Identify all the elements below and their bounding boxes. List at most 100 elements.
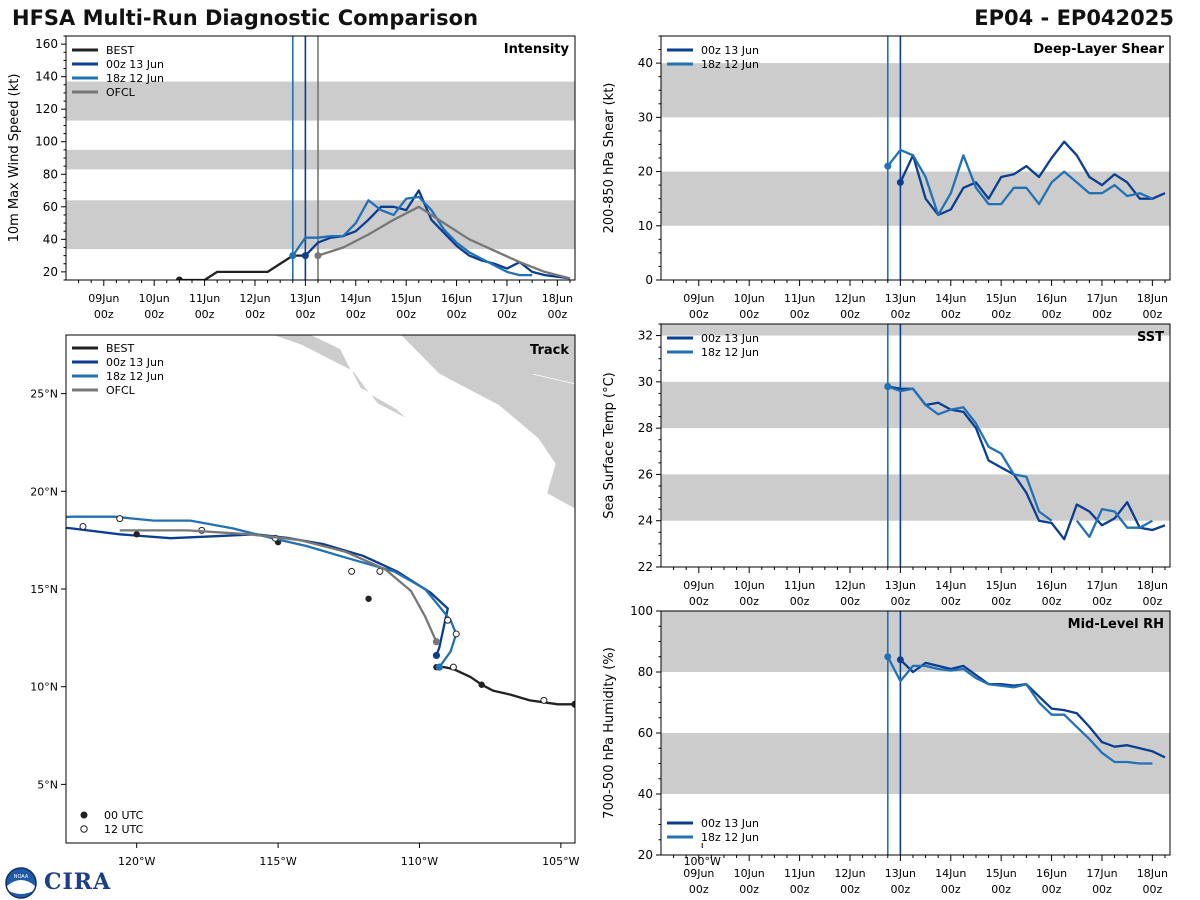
y-axis-label: 700-500 hPa Humidity (%) [602, 647, 617, 819]
x-tick-label-hour: 00z [790, 595, 810, 608]
legend-marker-00utc [80, 811, 88, 819]
x-tick-label-date: 10Jun [734, 292, 765, 305]
noaa-logo-icon: NOAA [5, 867, 37, 899]
panel-frame [65, 334, 576, 844]
x-tick-label-date: 16Jun [441, 292, 472, 305]
x-tick-label-date: 18Jun [1137, 579, 1168, 592]
x-tick-label-date: 12Jun [834, 867, 865, 880]
legend-label: 18z 12 Jun [701, 346, 759, 359]
track-line-run2 [66, 515, 458, 668]
shaded-band [661, 381, 1170, 429]
track-start-marker [571, 700, 575, 708]
x-tick-label-date: 13Jun [885, 579, 916, 592]
y-tick-label: 5°N [37, 778, 58, 791]
y-tick-label: 30 [638, 375, 653, 389]
x-tick-label: 115°W [259, 855, 296, 868]
x-tick-label-date: 11Jun [784, 579, 815, 592]
panel-shear: 0 10 20 30 40 09Jun 00z 10Jun 00z 11Jun 00z 12Jun 00… [602, 35, 1171, 321]
x-tick-label-hour: 00z [790, 308, 810, 321]
series-start-marker [884, 382, 892, 390]
x-tick-label-date: 18Jun [542, 292, 573, 305]
y-tick-label: 24 [638, 514, 653, 528]
x-tick-label-hour: 00z [1092, 595, 1112, 608]
series-line-run2 [887, 385, 1153, 539]
shaded-band [66, 149, 575, 170]
marker-12utc [79, 522, 87, 530]
y-tick-label: 120 [35, 102, 58, 116]
y-tick-label: 100 [35, 135, 58, 149]
x-tick-label-hour: 00z [991, 595, 1011, 608]
x-tick-label-hour: 00z [941, 883, 961, 896]
track-line-run1 [66, 526, 449, 656]
x-tick-label-hour: 00z [1042, 595, 1062, 608]
y-tick-label: 40 [43, 232, 58, 246]
x-tick-label-date: 14Jun [935, 579, 966, 592]
marker-12utc [452, 630, 460, 638]
x-tick-label-date: 15Jun [986, 292, 1017, 305]
panel-track: 120°W 115°W 110°W 105°W 100°W 5°N 10°N 15°N 20°N… [30, 334, 721, 868]
x-tick-label-date: 14Jun [935, 867, 966, 880]
legend-label: OFCL [106, 384, 136, 397]
marker-12utc [449, 663, 457, 671]
legend-label: 00z 13 Jun [701, 44, 759, 57]
figure-title: HFSA Multi-Run Diagnostic Comparison [12, 6, 479, 30]
map-area [66, 335, 575, 708]
y-tick-label: 10°N [30, 681, 58, 694]
x-tick-label-hour: 00z [941, 308, 961, 321]
shaded-band [661, 733, 1170, 794]
x-tick-label-hour: 00z [346, 308, 366, 321]
x-tick-label-date: 14Jun [340, 292, 371, 305]
x-tick-label-hour: 00z [689, 883, 709, 896]
x-tick-label-date: 17Jun [1086, 579, 1117, 592]
shaded-band [661, 324, 1170, 336]
marker-12utc [348, 567, 356, 575]
x-tick-label-date: 12Jun [239, 292, 270, 305]
x-tick-label-date: 11Jun [189, 292, 220, 305]
x-tick-label-date: 12Jun [834, 579, 865, 592]
x-tick-label-date: 17Jun [1086, 292, 1117, 305]
x-tick-label-date: 17Jun [1086, 867, 1117, 880]
x-tick-label-date: 13Jun [290, 292, 321, 305]
x-tick-label-date: 15Jun [986, 579, 1017, 592]
y-axis-label: Sea Surface Temp (°C) [602, 372, 617, 519]
x-tick-label-hour: 00z [144, 308, 164, 321]
shaded-band [66, 81, 575, 121]
y-tick-label: 30 [638, 110, 653, 124]
shaded-band [661, 611, 1170, 672]
x-tick-label-date: 09Jun [683, 292, 714, 305]
y-tick-label: 60 [638, 726, 653, 740]
y-axis-label: 10m Max Wind Speed (kt) [7, 74, 22, 243]
x-tick-label-date: 16Jun [1036, 579, 1067, 592]
x-tick-label-hour: 00z [94, 308, 114, 321]
x-tick-label-hour: 00z [447, 308, 467, 321]
legend-label: 18z 12 Jun [106, 72, 164, 85]
panel-title: Mid-Level RH [1068, 617, 1164, 632]
marker-12utc [376, 567, 384, 575]
x-tick-label-date: 11Jun [784, 867, 815, 880]
x-tick-label-hour: 00z [295, 308, 315, 321]
plot-area-shear [661, 36, 1170, 280]
x-tick-label-date: 11Jun [784, 292, 815, 305]
cira-logo: CIRA [44, 869, 112, 895]
legend-label: BEST [106, 44, 134, 57]
series-start-marker [314, 252, 322, 260]
plot-area-intensity [66, 36, 575, 280]
marker-00utc [365, 595, 372, 602]
legend-label: BEST [106, 342, 134, 355]
y-tick-label: 160 [35, 37, 58, 51]
x-tick-label-hour: 00z [840, 595, 860, 608]
x-tick-label-hour: 00z [396, 308, 416, 321]
marker-12utc [116, 515, 124, 523]
x-tick-label-date: 15Jun [986, 867, 1017, 880]
series-start-marker [289, 252, 297, 260]
plot-area-sst [661, 324, 1170, 567]
y-tick-label: 20 [43, 265, 58, 279]
panel-sst: 22 24 26 28 30 32 09Jun 00z 10Jun 00z 11Jun 00z 12Ju… [602, 323, 1171, 608]
x-tick-label: 105°W [542, 855, 579, 868]
panel-title: Track [530, 343, 569, 358]
y-tick-label: 20°N [30, 485, 58, 498]
legend-label: 00z 13 Jun [106, 356, 164, 369]
y-tick-label: 140 [35, 70, 58, 84]
x-tick-label-date: 16Jun [1036, 867, 1067, 880]
marker-12utc [444, 616, 452, 624]
